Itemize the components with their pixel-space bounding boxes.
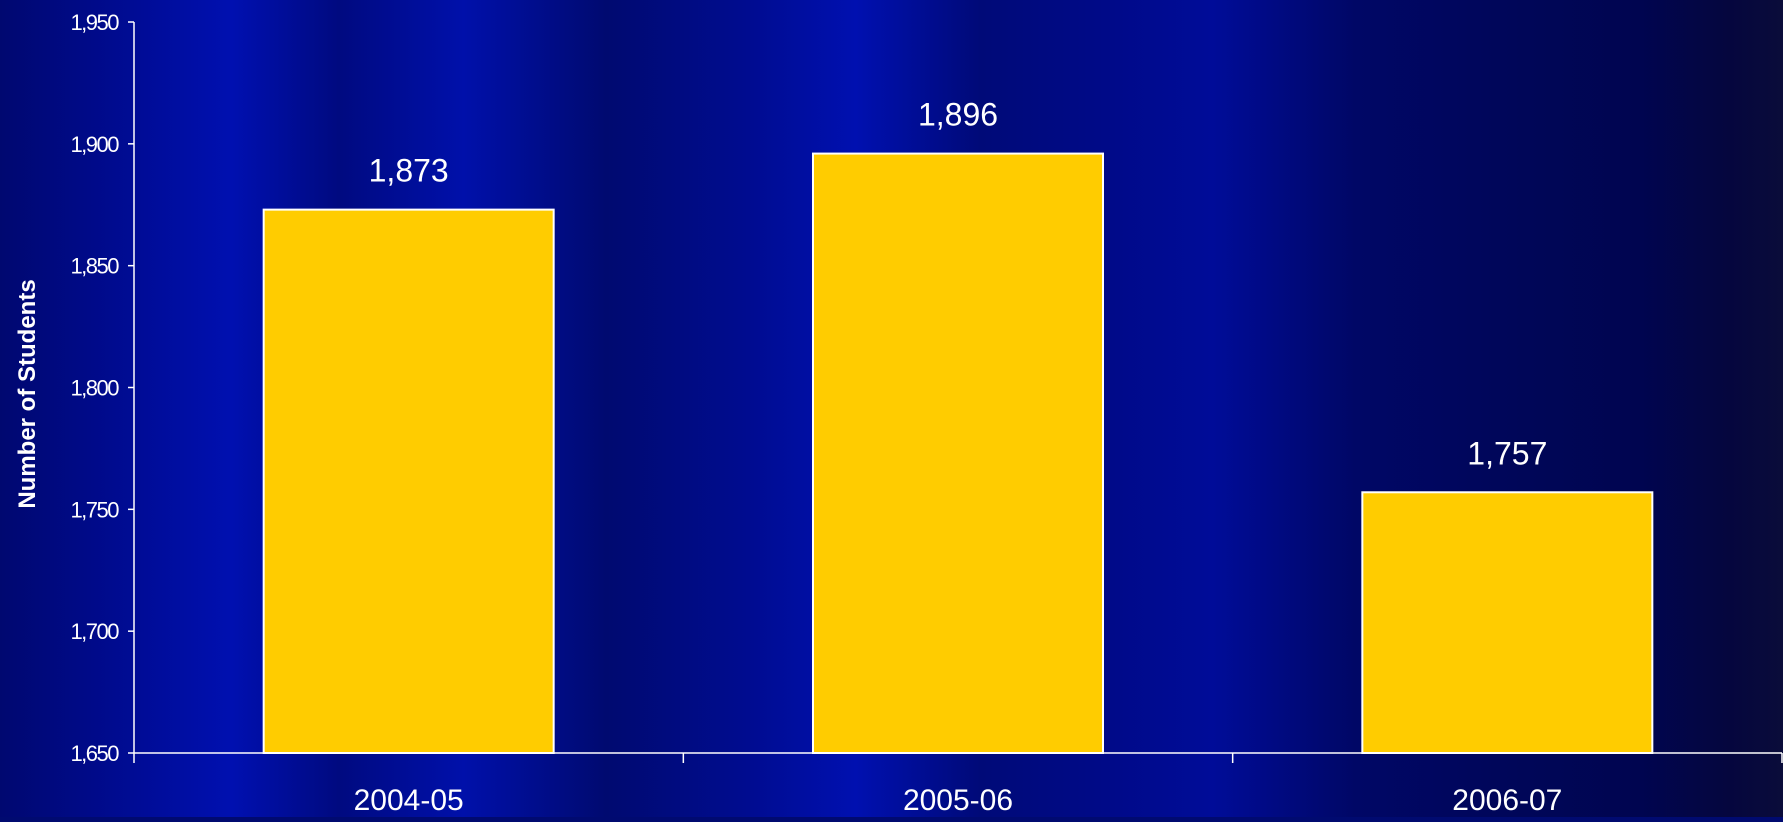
y-tick-label: 1,850 bbox=[70, 254, 119, 279]
x-category-label: 2005-06 bbox=[903, 784, 1013, 817]
y-tick-label: 1,900 bbox=[70, 132, 119, 157]
data-label: 1,896 bbox=[918, 97, 998, 133]
y-tick-label: 1,750 bbox=[70, 497, 119, 522]
bar-2006-07 bbox=[1361, 491, 1654, 754]
y-tick-label: 1,950 bbox=[70, 10, 119, 35]
y-tick-label: 1,700 bbox=[70, 619, 119, 644]
bar-2005-06 bbox=[812, 152, 1104, 754]
bar-2004-05 bbox=[262, 208, 555, 754]
data-label: 1,757 bbox=[1467, 435, 1547, 471]
bars bbox=[262, 152, 1654, 754]
y-tick-label: 1,800 bbox=[70, 376, 119, 401]
labels: 1,873 2004-05 1,896 2005-06 1,757 2006-07 bbox=[354, 97, 1563, 817]
y-axis-label: Number of Students bbox=[14, 279, 41, 508]
y-tick-label: 1,650 bbox=[70, 741, 119, 766]
data-label: 1,873 bbox=[369, 153, 449, 189]
x-category-label: 2006-07 bbox=[1452, 784, 1562, 817]
x-category-label: 2004-05 bbox=[354, 784, 464, 817]
